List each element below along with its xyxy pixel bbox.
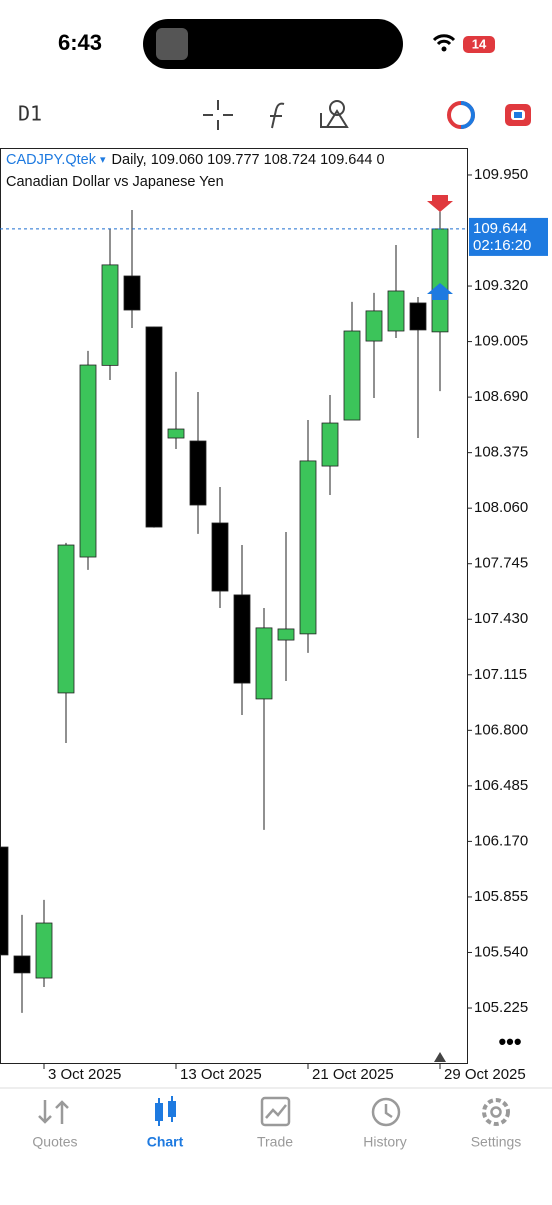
account-icon-core <box>514 112 522 118</box>
y-tick-label: 106.800 <box>474 721 528 738</box>
y-tick-label: 107.115 <box>474 666 527 683</box>
trade-icon-half <box>460 101 475 129</box>
y-tick-label: 109.950 <box>474 166 528 183</box>
clock: 6:43 <box>58 30 102 55</box>
more-button[interactable]: ••• <box>498 1029 521 1054</box>
candle-body <box>167 428 185 439</box>
history-tab-hands <box>384 1104 393 1119</box>
tab-bar <box>0 1087 552 1127</box>
candle-body <box>431 228 449 333</box>
x-tick-label: 29 Oct 2025 <box>444 1066 526 1083</box>
wifi <box>432 34 456 46</box>
chart-subtitle: Canadian Dollar vs Japanese Yen <box>6 174 224 190</box>
candle-body <box>233 594 251 684</box>
y-tick-label: 108.060 <box>474 499 528 516</box>
chart <box>0 148 468 1064</box>
y-tick-label: 106.485 <box>474 777 528 794</box>
symbol-menu[interactable]: ▾ <box>100 154 106 166</box>
y-tick-label: 109.320 <box>474 277 528 294</box>
timeframe[interactable]: D1 <box>18 102 42 126</box>
y-tick-label: 105.225 <box>474 999 528 1016</box>
symbol[interactable]: CADJPY.Qtek <box>6 152 97 168</box>
candle-body <box>321 422 339 467</box>
y-tick-label: 105.540 <box>474 943 528 960</box>
last-price-label: 109.644 <box>473 220 527 237</box>
end-marker <box>434 1052 446 1062</box>
tab-label[interactable]: Chart <box>147 1134 184 1150</box>
x-tick-label: 13 Oct 2025 <box>180 1066 262 1083</box>
last-price-box <box>469 217 548 256</box>
y-tick-label: 109.005 <box>474 333 528 350</box>
candle-body <box>365 310 383 342</box>
candle-body <box>145 326 163 528</box>
candle-body <box>387 290 405 332</box>
chart-header: CADJPY.Qtek ▾ Daily, 109.060 109.777 108.7… <box>6 152 385 168</box>
trade-tab-icon <box>260 1096 291 1127</box>
tab-label[interactable]: Settings <box>471 1134 522 1150</box>
ohlc-info: Daily, 109.060 109.777 108.724 109.644 0 <box>112 152 385 168</box>
objects-icon[interactable] <box>320 100 349 128</box>
trade-tab-line <box>265 1104 287 1119</box>
dynamic-island <box>143 19 403 69</box>
candle-body <box>0 846 9 956</box>
crosshair-icon[interactable] <box>203 100 233 130</box>
tab-label[interactable]: Quotes <box>32 1134 77 1150</box>
y-tick-label: 107.745 <box>474 555 528 572</box>
candle-body <box>79 364 97 558</box>
battery-level: 14 <box>472 36 487 51</box>
buy-arrow <box>427 283 453 300</box>
battery <box>463 36 495 53</box>
history-tab-icon <box>371 1097 401 1127</box>
countdown: 02:16:20 <box>473 237 531 254</box>
tab-label[interactable]: History <box>363 1134 407 1150</box>
quotes-icon <box>38 1100 69 1124</box>
candle-body <box>343 330 361 421</box>
y-tick-label: 108.690 <box>474 388 528 405</box>
chart-frame <box>0 148 468 1064</box>
y-tick-label: 106.170 <box>474 832 528 849</box>
y-tick-label: 108.375 <box>474 444 528 461</box>
candle-body <box>35 922 53 979</box>
candle-body <box>211 522 229 592</box>
candle-body <box>255 627 273 700</box>
candle-body <box>57 544 75 694</box>
candle-body <box>189 440 207 506</box>
app-icon <box>156 28 188 60</box>
chart-tab-icon <box>155 1096 176 1126</box>
candle-body <box>13 955 31 974</box>
candle-body <box>299 460 317 635</box>
indicator-icon[interactable] <box>270 102 285 129</box>
candle-body <box>123 275 141 311</box>
y-tick-label: 107.430 <box>474 610 528 627</box>
settings-tab-icon <box>482 1098 510 1126</box>
candle-body <box>101 264 119 366</box>
y-tick-label: 105.855 <box>474 888 528 905</box>
candle-body <box>409 302 427 331</box>
wifi-dot <box>441 46 447 52</box>
x-tick-label: 21 Oct 2025 <box>312 1066 394 1083</box>
sell-arrow <box>427 195 453 212</box>
x-tick-label: 3 Oct 2025 <box>48 1066 121 1083</box>
settings-tab-hub <box>490 1106 502 1118</box>
tab-label[interactable]: Trade <box>257 1134 293 1150</box>
candle-body <box>277 628 295 641</box>
